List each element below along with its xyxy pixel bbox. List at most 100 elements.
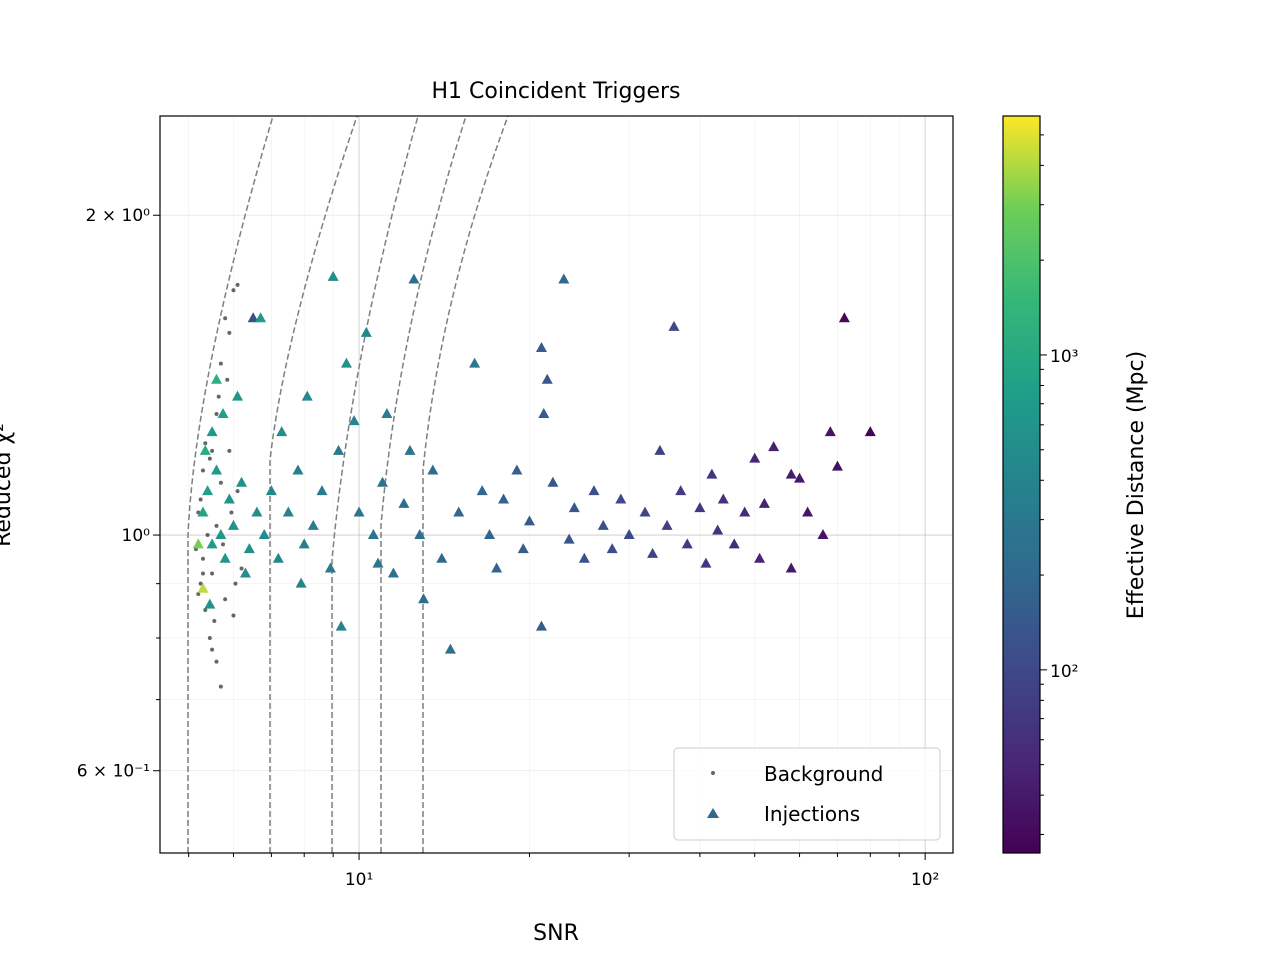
- injection-point: [802, 506, 814, 517]
- injection-point: [276, 426, 288, 437]
- injection-point: [247, 312, 259, 323]
- injection-point: [535, 341, 547, 352]
- background-point: [216, 394, 221, 399]
- injection-point: [335, 620, 347, 631]
- threshold-curve: [187, 116, 274, 853]
- injection-point: [615, 493, 627, 504]
- background-point: [231, 288, 236, 293]
- injection-point: [768, 441, 780, 452]
- background-point: [223, 316, 228, 321]
- injection-point: [558, 273, 570, 284]
- injection-point: [824, 426, 836, 437]
- injection-point: [661, 519, 673, 530]
- background-point: [235, 489, 240, 494]
- injection-point: [251, 506, 263, 517]
- injection-point: [265, 485, 277, 496]
- injection-point: [700, 557, 712, 568]
- injection-point: [223, 493, 235, 504]
- injection-point: [785, 468, 797, 479]
- background-point: [210, 647, 215, 652]
- injection-point: [739, 506, 751, 517]
- injection-point: [444, 643, 456, 654]
- background-point: [200, 571, 205, 576]
- threshold-curve: [422, 116, 509, 853]
- injection-point: [794, 472, 806, 483]
- injection-point: [204, 598, 216, 609]
- chart-title: H1 Coincident Triggers: [431, 79, 680, 104]
- legend-box: [673, 747, 941, 841]
- injection-point: [535, 620, 547, 631]
- background-point: [233, 581, 238, 586]
- background-point: [203, 441, 208, 446]
- injection-point: [372, 557, 384, 568]
- injection-point: [578, 552, 590, 563]
- background-point: [200, 556, 205, 561]
- background-point: [198, 581, 203, 586]
- grid: [160, 116, 953, 853]
- injection-point: [491, 562, 503, 573]
- threshold-curve: [380, 116, 467, 853]
- background-point: [218, 684, 223, 689]
- background-point: [198, 497, 203, 502]
- injection-point: [484, 529, 496, 540]
- injection-point: [324, 562, 336, 573]
- plot-frame: [159, 115, 954, 854]
- injection-point: [728, 538, 740, 549]
- injection-point: [754, 552, 766, 563]
- injection-point: [387, 567, 399, 578]
- injection-point: [333, 444, 345, 455]
- injection-point: [639, 506, 651, 517]
- injection-point: [427, 464, 439, 475]
- injection-point: [217, 407, 229, 418]
- injection-point: [295, 577, 307, 588]
- injection-point: [469, 357, 481, 368]
- injection-point: [568, 502, 580, 513]
- colorbar: Effective Distance (Mpc) 10² 10³: [1002, 115, 1149, 854]
- injection-point: [831, 460, 843, 471]
- background-point: [221, 542, 226, 547]
- injection-point: [211, 464, 223, 475]
- colorbar-tick-label: 10³: [1050, 347, 1078, 367]
- injection-point: [717, 493, 729, 504]
- injection-point: [292, 464, 304, 475]
- injection-point: [206, 538, 218, 549]
- background-point: [235, 282, 240, 287]
- injection-point: [316, 485, 328, 496]
- injection-point: [197, 506, 209, 517]
- background-point: [214, 659, 219, 664]
- y-tick-label: 6 × 10⁻¹: [77, 762, 150, 782]
- injection-point: [864, 426, 876, 437]
- injection-point: [563, 533, 575, 544]
- legend: Background Injections: [673, 747, 941, 841]
- background-point: [210, 448, 215, 453]
- injection-point: [623, 529, 635, 540]
- y-axis-label: Reduced χ²: [0, 423, 16, 547]
- injection-point: [418, 593, 430, 604]
- injection-point: [838, 312, 850, 323]
- injection-point: [681, 538, 693, 549]
- injection-point: [712, 524, 724, 535]
- injection-point: [353, 506, 365, 517]
- legend-marker: [707, 808, 719, 818]
- points: [192, 270, 876, 689]
- colorbar-gradient: [1002, 115, 1041, 854]
- background-point: [227, 448, 232, 453]
- injection-point: [749, 452, 761, 463]
- background-point: [205, 533, 210, 538]
- injection-point: [498, 493, 510, 504]
- injection-point: [547, 476, 559, 487]
- injection-point: [694, 502, 706, 513]
- x-tick-label: 10¹: [345, 870, 373, 890]
- background-point: [210, 571, 215, 576]
- injection-point: [404, 444, 416, 455]
- injection-point: [227, 519, 239, 530]
- injection-point: [381, 407, 393, 418]
- colorbar-tick-label: 10²: [1050, 662, 1078, 682]
- injection-point: [258, 529, 270, 540]
- axes: 10¹ 10² 6 × 10⁻¹ 10⁰ 2 × 10⁰: [77, 206, 940, 890]
- injection-point: [597, 519, 609, 530]
- injection-point: [282, 506, 294, 517]
- background-point: [218, 361, 223, 366]
- injection-point: [675, 485, 687, 496]
